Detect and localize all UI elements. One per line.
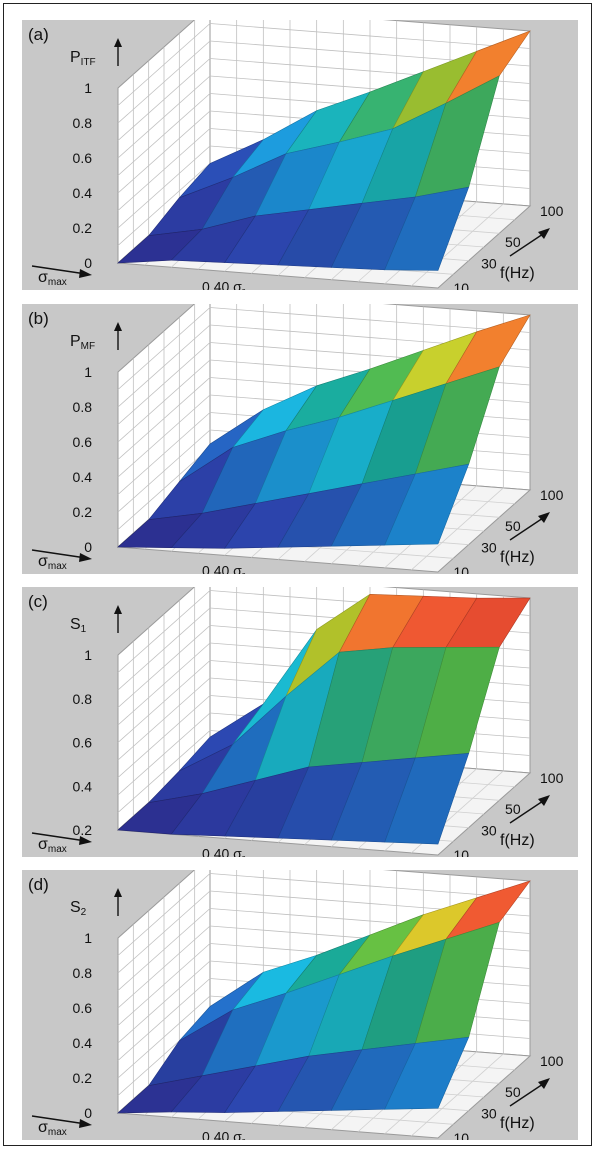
y-tick-label: 10 xyxy=(454,847,470,857)
surface-cell xyxy=(384,186,470,271)
surface xyxy=(117,880,531,1114)
figure-frame xyxy=(3,3,592,1146)
z-tick-label: 1 xyxy=(84,80,92,96)
z-tick-label: 0.6 xyxy=(73,1000,93,1016)
y-tick-label: 50 xyxy=(505,234,521,250)
x-axis-label: σmax xyxy=(38,553,67,572)
x-tick-label: 0.40 σr xyxy=(202,1128,246,1140)
z-tick-label: 0.8 xyxy=(73,115,93,131)
z-tick-label: 0.8 xyxy=(73,691,93,707)
z-tick-label: 0.4 xyxy=(73,469,93,485)
surface-cell xyxy=(384,463,470,546)
z-axis-label: S1 xyxy=(70,616,87,635)
y-tick-label: 50 xyxy=(505,518,521,534)
y-axis-arrowhead xyxy=(538,795,550,806)
z-tick-label: 0.6 xyxy=(73,735,93,751)
y-tick-label: 100 xyxy=(540,487,564,503)
x-axis-arrow xyxy=(31,265,87,275)
z-tick-label: 0.4 xyxy=(73,1035,93,1051)
x-axis-arrowhead xyxy=(79,836,92,845)
z-axis-arrowhead xyxy=(114,38,122,47)
surface xyxy=(117,30,531,271)
z-tick-label: 0.8 xyxy=(73,399,93,415)
y-axis-label: f(Hz) xyxy=(500,265,535,282)
y-tick-label: 100 xyxy=(540,203,564,219)
y-tick-label: 30 xyxy=(481,255,497,271)
y-axis-arrowhead xyxy=(538,1078,550,1089)
z-tick-label: 0 xyxy=(84,539,92,555)
y-axis-arrowhead xyxy=(538,228,550,239)
surface xyxy=(117,314,531,549)
z-tick-label: 0.2 xyxy=(73,504,93,520)
panel-label: (c) xyxy=(28,592,48,611)
z-axis-arrowhead xyxy=(114,888,122,897)
x-axis-arrowhead xyxy=(79,1119,92,1128)
y-axis-label: f(Hz) xyxy=(500,1115,535,1132)
x-axis-arrowhead xyxy=(79,269,92,278)
x-tick-label: 0.40 σr xyxy=(202,562,246,574)
z-tick-label: 0.4 xyxy=(73,778,93,794)
y-tick-label: 10 xyxy=(454,564,470,574)
y-tick-label: 100 xyxy=(540,770,564,786)
y-tick-label: 10 xyxy=(454,1130,470,1140)
y-tick-label: 30 xyxy=(481,539,497,555)
z-tick-label: 0.6 xyxy=(73,150,93,166)
y-axis-arrow xyxy=(509,1081,547,1107)
panel-label: (a) xyxy=(28,25,49,44)
y-tick-label: 50 xyxy=(505,801,521,817)
y-axis-arrow xyxy=(509,798,547,824)
y-tick-label: 10 xyxy=(454,280,470,290)
z-tick-label: 0.2 xyxy=(73,1070,93,1086)
z-tick-label: 0.6 xyxy=(73,434,93,450)
z-tick-label: 1 xyxy=(84,647,92,663)
x-tick-label: 0.40 σr xyxy=(202,845,246,857)
z-axis-arrowhead xyxy=(114,322,122,331)
z-tick-label: 0.4 xyxy=(73,185,93,201)
z-axis-arrowhead xyxy=(114,605,122,614)
panel-label: (d) xyxy=(28,875,49,894)
y-tick-label: 100 xyxy=(540,1053,564,1069)
x-axis-label: σmax xyxy=(38,836,67,855)
x-axis-label: σmax xyxy=(38,269,67,288)
y-axis-label: f(Hz) xyxy=(500,549,535,566)
y-axis-arrow xyxy=(509,515,547,541)
z-tick-label: 0 xyxy=(84,1105,92,1121)
surface-chart: (c)S10.20.40.60.810.40 σr0.55 σrσmax1030… xyxy=(28,587,564,857)
panel-c: (c)S10.20.40.60.810.40 σr0.55 σrσmax1030… xyxy=(22,587,578,857)
x-axis-arrow xyxy=(31,832,87,842)
x-axis-arrowhead xyxy=(79,553,92,562)
y-tick-label: 30 xyxy=(481,822,497,838)
surface-cell xyxy=(384,1036,470,1110)
z-tick-label: 0.2 xyxy=(73,822,93,838)
x-axis-arrow xyxy=(31,1115,87,1125)
x-tick-label: 0.40 σr xyxy=(202,278,246,290)
x-axis-arrow xyxy=(31,549,87,559)
x-axis-label: σmax xyxy=(38,1119,67,1138)
z-axis-label: PMF xyxy=(70,333,95,352)
surface xyxy=(117,593,531,845)
y-axis-arrowhead xyxy=(538,512,550,523)
z-axis-label: S2 xyxy=(70,899,87,918)
surface-cell xyxy=(384,752,470,845)
panel-label: (b) xyxy=(28,309,49,328)
z-tick-label: 1 xyxy=(84,930,92,946)
z-tick-label: 1 xyxy=(84,364,92,380)
y-tick-label: 30 xyxy=(481,1105,497,1121)
z-axis-label: PITF xyxy=(70,49,96,68)
z-tick-label: 0.2 xyxy=(73,220,93,236)
z-tick-label: 0.8 xyxy=(73,965,93,981)
z-tick-label: 0 xyxy=(84,255,92,271)
y-axis-arrow xyxy=(509,231,547,257)
y-axis-label: f(Hz) xyxy=(500,832,535,849)
y-tick-label: 50 xyxy=(505,1084,521,1100)
